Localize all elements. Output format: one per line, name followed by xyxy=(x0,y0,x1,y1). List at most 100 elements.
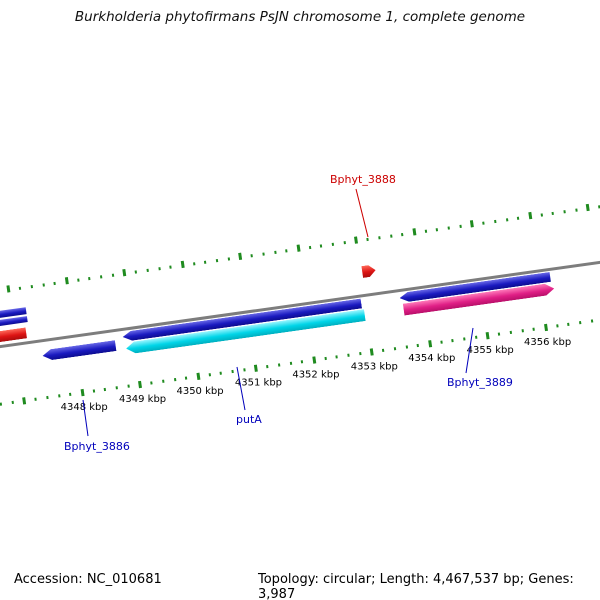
ruler-tick xyxy=(277,363,281,367)
ruler-tick xyxy=(343,241,346,245)
ruler-tick xyxy=(401,232,404,237)
ruler-tick xyxy=(405,345,408,349)
ruler-tick xyxy=(57,394,61,398)
ruler-tick xyxy=(347,353,350,357)
ruler-tick xyxy=(92,389,95,393)
ruler-tick xyxy=(389,234,393,238)
ruler-tick xyxy=(424,229,427,233)
ruler-tick xyxy=(42,283,45,287)
ruler-tick xyxy=(146,268,149,272)
ruler-tick xyxy=(195,372,200,381)
ruler-tick xyxy=(192,262,196,266)
ruler-tick xyxy=(0,402,3,406)
ruler-tick xyxy=(53,281,57,286)
ruler-tick xyxy=(157,267,161,271)
ruler-tick xyxy=(185,376,188,380)
gene-label-Bphyt_3889[interactable]: Bphyt_3889 xyxy=(447,376,513,389)
ruler-tick xyxy=(266,365,269,369)
ruler-tick xyxy=(30,285,33,289)
gene-label-Bphyt_3886[interactable]: Bphyt_3886 xyxy=(64,440,130,453)
gene-label-Bphyt_3888[interactable]: Bphyt_3888 xyxy=(330,173,396,186)
ruler-tick xyxy=(122,268,127,277)
ruler-tick xyxy=(320,244,323,248)
ruler-tick xyxy=(204,260,207,264)
ruler-tick xyxy=(76,278,80,282)
ruler-tick xyxy=(551,211,555,216)
ruler-tick xyxy=(311,356,316,364)
ruler-tick xyxy=(115,386,119,390)
page-title: Burkholderia phytofirmans PsJN chromosom… xyxy=(74,9,526,25)
ruler-tick xyxy=(324,356,327,361)
ruler-tick xyxy=(378,236,381,240)
ruler-tick xyxy=(369,348,374,356)
ruler-tick xyxy=(532,327,536,331)
ruler-tick xyxy=(11,400,14,405)
ruler-tick xyxy=(497,332,501,336)
ruler-tick xyxy=(416,343,420,348)
ruler-tick xyxy=(134,270,138,274)
ruler-tick xyxy=(358,351,362,356)
ruler-tick xyxy=(517,216,520,220)
ruler-tick xyxy=(575,208,578,212)
ruler-label: 4350 kbp xyxy=(176,385,224,397)
ruler-tick xyxy=(22,397,27,405)
ruler-tick xyxy=(527,211,532,220)
ruler-tick xyxy=(382,348,385,352)
ruler-tick xyxy=(509,330,512,335)
ruler-tick xyxy=(285,249,288,253)
gene-label-putA[interactable]: putA xyxy=(236,413,262,426)
ruler-tick xyxy=(354,236,358,244)
ruler-tick xyxy=(46,395,49,400)
ruler-tick xyxy=(335,355,339,359)
ruler-label: 4356 kbp xyxy=(524,336,572,348)
ruler-tick xyxy=(540,213,543,217)
ruler-tick xyxy=(555,324,559,328)
ruler-tick xyxy=(366,237,369,242)
ruler-tick xyxy=(208,373,211,377)
ruler-tick xyxy=(474,335,478,339)
ruler-tick xyxy=(331,242,335,246)
ruler-tick xyxy=(88,276,91,281)
ruler-tick xyxy=(215,258,219,263)
ruler-tick xyxy=(138,380,142,389)
ruler-tick xyxy=(273,250,277,255)
ruler-tick xyxy=(180,260,185,269)
ruler-tick xyxy=(169,265,172,269)
ruler-tick xyxy=(459,224,462,229)
ruler-tick xyxy=(469,220,474,228)
ruler-label: 4355 kbp xyxy=(466,345,514,357)
ruler-tick xyxy=(150,381,153,385)
ruler-label: 4352 kbp xyxy=(292,369,340,381)
ruler-tick xyxy=(227,257,230,261)
ruler-label: 4348 kbp xyxy=(60,402,108,414)
ruler-tick xyxy=(104,387,107,392)
accession-text: Accession: NC_010681 xyxy=(14,572,162,587)
ruler-tick xyxy=(301,360,304,364)
ruler-label: 4353 kbp xyxy=(350,361,398,373)
ruler-tick xyxy=(34,397,37,401)
ruler-tick xyxy=(521,329,524,333)
ruler-tick xyxy=(411,228,416,236)
topology-text: Topology: circular; Length: 4,467,537 bp… xyxy=(258,572,574,600)
ruler-tick xyxy=(505,218,508,222)
ruler-tick xyxy=(393,347,397,351)
gene-bphyt-3888[interactable] xyxy=(361,264,376,278)
ruler-tick xyxy=(567,322,570,326)
gene-bphyt-3886[interactable] xyxy=(42,340,117,361)
ruler-tick xyxy=(250,254,254,258)
sequence-backbone xyxy=(0,254,600,355)
ruler-tick xyxy=(585,203,590,212)
ruler-tick xyxy=(173,378,176,382)
ruler-tick xyxy=(253,364,258,372)
ruler-tick xyxy=(451,338,455,343)
ruler-tick xyxy=(69,392,72,396)
ruler-tick xyxy=(440,340,443,344)
ruler-tick xyxy=(80,389,85,397)
ruler-tick xyxy=(231,369,234,374)
ruler-tick xyxy=(427,340,432,348)
ruler-tick xyxy=(100,275,103,279)
ruler-tick xyxy=(485,332,490,340)
ruler-label: 4354 kbp xyxy=(408,353,456,365)
ruler-tick xyxy=(463,337,466,341)
